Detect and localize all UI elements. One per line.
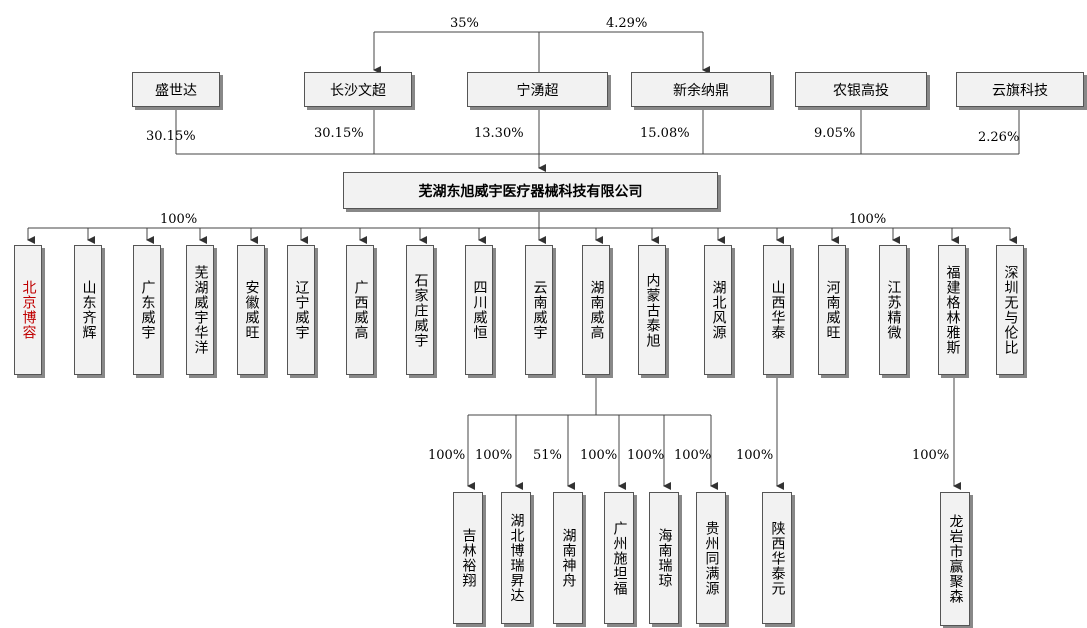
shareholder-box: 农银高投 <box>795 72 927 107</box>
hunan-child-box: 湖北博瑞昇达 <box>501 492 531 624</box>
subsidiary-box: 江苏精微 <box>879 245 907 375</box>
subsidiary-box: 石家庄威宇 <box>406 245 434 375</box>
subsidiary-box: 北京博容 <box>14 245 42 375</box>
hunan-child-pct: 100% <box>580 448 618 463</box>
subsidiary-box: 湖南威高 <box>582 245 610 375</box>
cross-holding-right-pct: 4.29% <box>606 16 648 31</box>
shanxi-child-pct: 100% <box>736 448 774 463</box>
shareholder-box: 云旗科技 <box>956 72 1084 107</box>
hunan-child-box: 广州施坦福 <box>604 492 634 624</box>
subsidiary-box: 广西威高 <box>346 245 374 375</box>
subsidiary-box: 安徽威旺 <box>237 245 265 375</box>
main-company-box: 芜湖东旭威宇医疗器械科技有限公司 <box>343 172 718 209</box>
shareholder-box: 宁湧超 <box>467 72 608 107</box>
subsidiary-box: 广东威宇 <box>133 245 161 375</box>
subsidiary-box: 芜湖威宇华洋 <box>186 245 214 375</box>
subsidiary-box: 湖北风源 <box>704 245 732 375</box>
shareholder-pct: 2.26% <box>978 130 1020 145</box>
subsidiary-box: 云南威宇 <box>525 245 553 375</box>
hunan-child-box: 吉林裕翔 <box>453 492 483 624</box>
hunan-child-box: 贵州同满源 <box>696 492 726 624</box>
shareholder-box: 盛世达 <box>132 72 220 107</box>
subsidiary-box: 深圳无与伦比 <box>996 245 1024 375</box>
fujian-child-pct: 100% <box>912 448 950 463</box>
subsidiary-box: 福建格林雅斯 <box>938 245 966 375</box>
shareholder-pct: 9.05% <box>814 126 856 141</box>
cross-holding-left-pct: 35% <box>450 16 479 31</box>
hunan-child-box: 湖南神舟 <box>553 492 583 624</box>
hunan-child-pct: 100% <box>428 448 466 463</box>
shareholder-pct: 30.15% <box>146 129 196 144</box>
subsidiary-box: 山西华泰 <box>763 245 791 375</box>
subsidiary-pct-right: 100% <box>849 212 887 227</box>
fujian-child-box: 龙岩市赢聚森 <box>940 492 970 626</box>
hunan-child-pct: 100% <box>475 448 513 463</box>
subsidiary-box: 河南威旺 <box>818 245 846 375</box>
shareholder-pct: 30.15% <box>314 126 364 141</box>
subsidiary-box: 四川威恒 <box>465 245 493 375</box>
shareholder-box: 长沙文超 <box>304 72 412 107</box>
hunan-child-pct: 51% <box>533 448 562 463</box>
subsidiary-box: 辽宁威宇 <box>287 245 315 375</box>
shanxi-child-box: 陕西华泰元 <box>762 492 792 624</box>
hunan-child-pct: 100% <box>627 448 665 463</box>
shareholder-pct: 13.30% <box>474 126 524 141</box>
hunan-child-pct: 100% <box>674 448 712 463</box>
subsidiary-box: 山东齐辉 <box>74 245 102 375</box>
subsidiary-pct-left: 100% <box>160 212 198 227</box>
shareholder-box: 新余纳鼎 <box>631 72 771 107</box>
hunan-child-box: 海南瑞琼 <box>649 492 679 624</box>
shareholder-pct: 15.08% <box>640 126 690 141</box>
subsidiary-box: 内蒙古泰旭 <box>638 245 666 375</box>
